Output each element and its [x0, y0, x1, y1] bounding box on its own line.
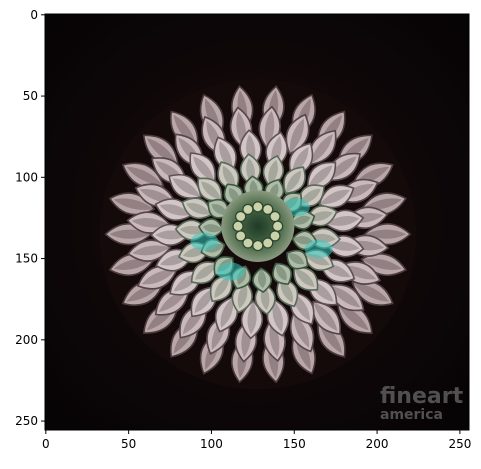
- petal-shading: [193, 156, 215, 183]
- petal: [207, 198, 230, 219]
- petal-shading: [292, 236, 313, 245]
- petal-shading: [113, 198, 155, 210]
- x-axis: 0 50 100 150 200 250: [42, 430, 471, 451]
- petal-shading: [146, 137, 178, 165]
- petal-shading: [220, 296, 234, 328]
- center-bud: [235, 230, 247, 242]
- x-tick-label: 200: [366, 437, 389, 451]
- petal-shading: [337, 303, 369, 331]
- dahlia-flower-image: [99, 79, 417, 390]
- petal: [272, 262, 292, 285]
- center-bud: [235, 210, 247, 223]
- petal: [231, 281, 253, 314]
- petal-shading: [272, 299, 284, 332]
- petal-shading: [247, 301, 257, 335]
- petal: [276, 277, 299, 308]
- petal-shading: [132, 245, 171, 256]
- petal: [209, 274, 233, 303]
- petal-shading: [294, 268, 315, 287]
- petal: [305, 205, 338, 227]
- y-tick-label: 150: [15, 252, 38, 266]
- y-axis: 0 50 100 150 200 250: [15, 8, 45, 428]
- teal-highlight: [216, 262, 245, 281]
- center-bud: [252, 239, 264, 252]
- petal-shading: [313, 301, 338, 331]
- teal-highlight: [304, 240, 333, 259]
- petal-shading: [131, 217, 170, 228]
- petal: [190, 261, 219, 284]
- center-bud: [242, 237, 254, 249]
- petal: [168, 174, 202, 199]
- petal-shading: [214, 275, 231, 298]
- petal-shading: [268, 159, 278, 187]
- center-bud: [252, 201, 264, 213]
- petal-shading: [329, 285, 361, 308]
- petal-shading: [291, 215, 311, 225]
- petal-shading: [287, 253, 305, 265]
- petal-shading: [325, 216, 360, 226]
- petal-shading: [201, 181, 222, 201]
- y-tick-label: 250: [15, 414, 38, 428]
- petal-shading: [269, 319, 280, 357]
- x-tick-label: 250: [448, 437, 471, 451]
- y-tick-label: 0: [30, 8, 38, 22]
- petal-shading: [310, 133, 333, 165]
- petal-shading: [352, 282, 390, 302]
- center-bud: [269, 210, 281, 223]
- petal-shading: [237, 281, 248, 309]
- petal: [318, 184, 355, 209]
- center-bud: [269, 230, 281, 242]
- teal-highlight: [190, 232, 219, 251]
- petal-shading: [159, 204, 193, 216]
- petal-shading: [141, 269, 177, 285]
- fineart-america-watermark: fineart america: [380, 384, 464, 423]
- petal: [283, 166, 306, 195]
- center-bud: [262, 203, 274, 216]
- petal-shading: [194, 263, 218, 280]
- petal-shading: [289, 118, 305, 154]
- petal: [286, 249, 309, 270]
- petal-shading: [275, 263, 287, 281]
- x-tick-label: 50: [121, 437, 136, 451]
- petal-shading: [257, 268, 267, 289]
- petal-shading: [303, 253, 330, 266]
- y-tick-label: 200: [15, 333, 38, 347]
- petal-shading: [126, 166, 164, 186]
- petal: [262, 154, 285, 188]
- petal: [252, 267, 273, 294]
- center-bud: [232, 220, 244, 232]
- flower-center: [221, 190, 295, 262]
- y-tick-label: 50: [23, 89, 38, 103]
- y-tick-label: 100: [15, 170, 38, 184]
- petal-shading: [264, 110, 275, 149]
- petal-shading: [293, 313, 310, 348]
- x-tick-label: 0: [42, 437, 50, 451]
- center-bud: [272, 220, 284, 232]
- petal-shading: [307, 165, 333, 189]
- center-bud: [242, 203, 254, 216]
- petal-shading: [172, 178, 201, 197]
- x-tick-label: 100: [200, 437, 223, 451]
- axes-frame: [44, 13, 470, 431]
- petal: [181, 197, 213, 219]
- watermark-line2: america: [380, 407, 443, 423]
- petal-shading: [285, 170, 302, 194]
- petal: [312, 300, 341, 335]
- petal: [293, 266, 319, 291]
- petal: [197, 177, 223, 202]
- petal: [240, 300, 264, 340]
- x-tick-label: 150: [283, 437, 306, 451]
- petal-shading: [202, 224, 224, 233]
- petal: [217, 161, 240, 192]
- petal-shading: [186, 202, 212, 215]
- center-bud: [262, 237, 274, 249]
- petal-shading: [319, 189, 350, 205]
- watermark-line1: fineart: [380, 384, 464, 409]
- petal-shading: [361, 258, 402, 270]
